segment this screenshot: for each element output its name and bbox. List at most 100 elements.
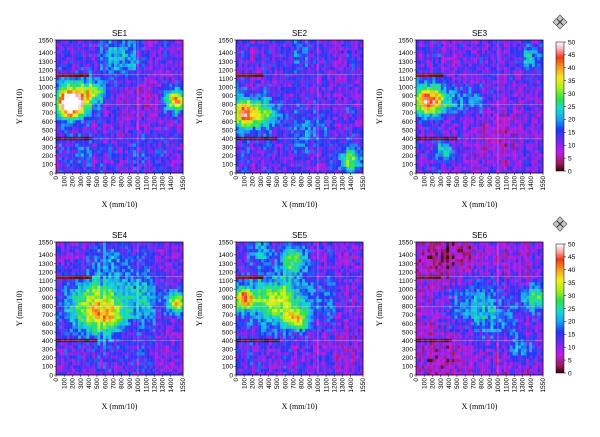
heatmap-cell bbox=[72, 40, 76, 44]
heatmap-cell bbox=[102, 169, 107, 174]
heatmap-cell bbox=[485, 79, 489, 84]
heatmap-cell bbox=[296, 63, 300, 67]
heatmap-cell bbox=[340, 129, 345, 134]
heatmap-cell bbox=[446, 159, 450, 164]
heatmap-cell bbox=[421, 69, 425, 74]
heatmap-cell bbox=[465, 53, 469, 58]
heatmap-cell bbox=[86, 86, 90, 91]
heatmap-cell bbox=[127, 106, 131, 111]
heatmap-cell bbox=[102, 166, 107, 171]
heatmap-cell bbox=[69, 126, 73, 131]
heatmap-cell bbox=[318, 159, 322, 164]
heatmap-cell bbox=[313, 89, 317, 94]
heatmap-cell bbox=[291, 89, 295, 94]
heatmap-cell bbox=[169, 40, 173, 44]
heatmap-cell bbox=[346, 123, 350, 127]
heatmap-cell bbox=[479, 166, 483, 171]
heatmap-cell bbox=[56, 59, 60, 64]
heatmap-cell bbox=[285, 66, 289, 71]
heatmap-cell bbox=[147, 133, 151, 137]
heatmap-cell bbox=[166, 123, 170, 127]
heatmap-cell bbox=[454, 109, 458, 114]
heatmap-cell bbox=[72, 86, 76, 91]
heatmap-cell bbox=[340, 149, 345, 154]
heatmap-cell bbox=[427, 133, 431, 137]
heatmap-cell bbox=[149, 156, 154, 161]
heatmap-cell bbox=[127, 46, 131, 51]
heatmap-cell bbox=[471, 59, 475, 64]
heatmap-cell bbox=[285, 166, 289, 171]
heatmap-cell bbox=[83, 96, 87, 101]
heatmap-cell bbox=[252, 76, 256, 81]
heatmap-cell bbox=[58, 59, 62, 64]
heatmap-cell bbox=[457, 123, 461, 127]
heatmap-cell bbox=[476, 79, 480, 84]
heatmap-cell bbox=[282, 93, 287, 97]
heatmap-cell bbox=[490, 133, 494, 137]
heatmap-cell bbox=[349, 103, 353, 107]
heatmap-cell bbox=[258, 86, 262, 91]
heatmap-cell bbox=[427, 86, 431, 91]
heatmap-cell bbox=[258, 123, 262, 127]
heatmap-cell bbox=[438, 143, 442, 147]
heatmap-cell bbox=[446, 163, 450, 167]
heatmap-cell bbox=[160, 129, 165, 134]
heatmap-cell bbox=[119, 89, 123, 94]
heatmap-cell bbox=[476, 96, 480, 101]
heatmap-cell bbox=[244, 59, 248, 64]
heatmap-cell bbox=[324, 89, 328, 94]
heatmap-cell bbox=[258, 40, 262, 44]
heatmap-cell bbox=[476, 149, 480, 154]
heatmap-cell bbox=[338, 153, 342, 157]
heatmap-cell bbox=[465, 106, 469, 111]
heatmap-cell bbox=[158, 129, 162, 134]
heatmap-cell bbox=[340, 139, 345, 144]
heatmap-cell bbox=[80, 40, 85, 44]
heatmap-cell bbox=[329, 46, 334, 51]
heatmap-cell bbox=[105, 89, 109, 94]
heatmap-cell bbox=[305, 99, 309, 104]
heatmap-cell bbox=[479, 156, 483, 161]
heatmap-cell bbox=[158, 123, 162, 127]
heatmap-cell bbox=[416, 89, 420, 94]
heatmap-cell bbox=[127, 76, 131, 81]
heatmap-cell bbox=[471, 86, 475, 91]
heatmap-cell bbox=[108, 40, 112, 44]
heatmap-cell bbox=[86, 49, 90, 54]
heatmap-cell bbox=[293, 43, 298, 48]
heatmap-cell bbox=[116, 99, 120, 104]
heatmap-cell bbox=[346, 149, 350, 154]
heatmap-cell bbox=[482, 69, 486, 74]
heatmap-cell bbox=[457, 99, 461, 104]
heatmap-cell bbox=[479, 76, 483, 81]
heatmap-cell bbox=[133, 139, 137, 144]
heatmap-cell bbox=[296, 143, 300, 147]
heatmap-cell bbox=[149, 59, 154, 64]
heatmap-cell bbox=[72, 103, 76, 107]
heatmap-cell bbox=[449, 123, 453, 127]
heatmap-cell bbox=[174, 43, 178, 48]
heatmap-cell bbox=[247, 83, 251, 87]
heatmap-cell bbox=[67, 56, 71, 61]
heatmap-cell bbox=[108, 159, 112, 164]
heatmap-cell bbox=[343, 143, 347, 147]
heatmap-cell bbox=[451, 156, 456, 161]
heatmap-cell bbox=[285, 96, 289, 101]
heatmap-cell bbox=[155, 59, 159, 64]
heatmap-cell bbox=[258, 153, 262, 157]
heatmap-cell bbox=[443, 116, 447, 121]
heatmap-cell bbox=[351, 59, 356, 64]
heatmap-cell bbox=[313, 59, 317, 64]
heatmap-cell bbox=[158, 89, 162, 94]
heatmap-cell bbox=[177, 129, 181, 134]
heatmap-cell bbox=[457, 86, 461, 91]
heatmap-cell bbox=[80, 76, 85, 81]
heatmap-cell bbox=[269, 126, 273, 131]
heatmap-cell bbox=[324, 126, 328, 131]
heatmap-cell bbox=[263, 129, 267, 134]
heatmap-cell bbox=[418, 49, 422, 54]
heatmap-cell bbox=[321, 43, 325, 48]
heatmap-cell bbox=[241, 119, 245, 124]
heatmap-cell bbox=[97, 113, 101, 117]
heatmap-cell bbox=[277, 159, 281, 164]
